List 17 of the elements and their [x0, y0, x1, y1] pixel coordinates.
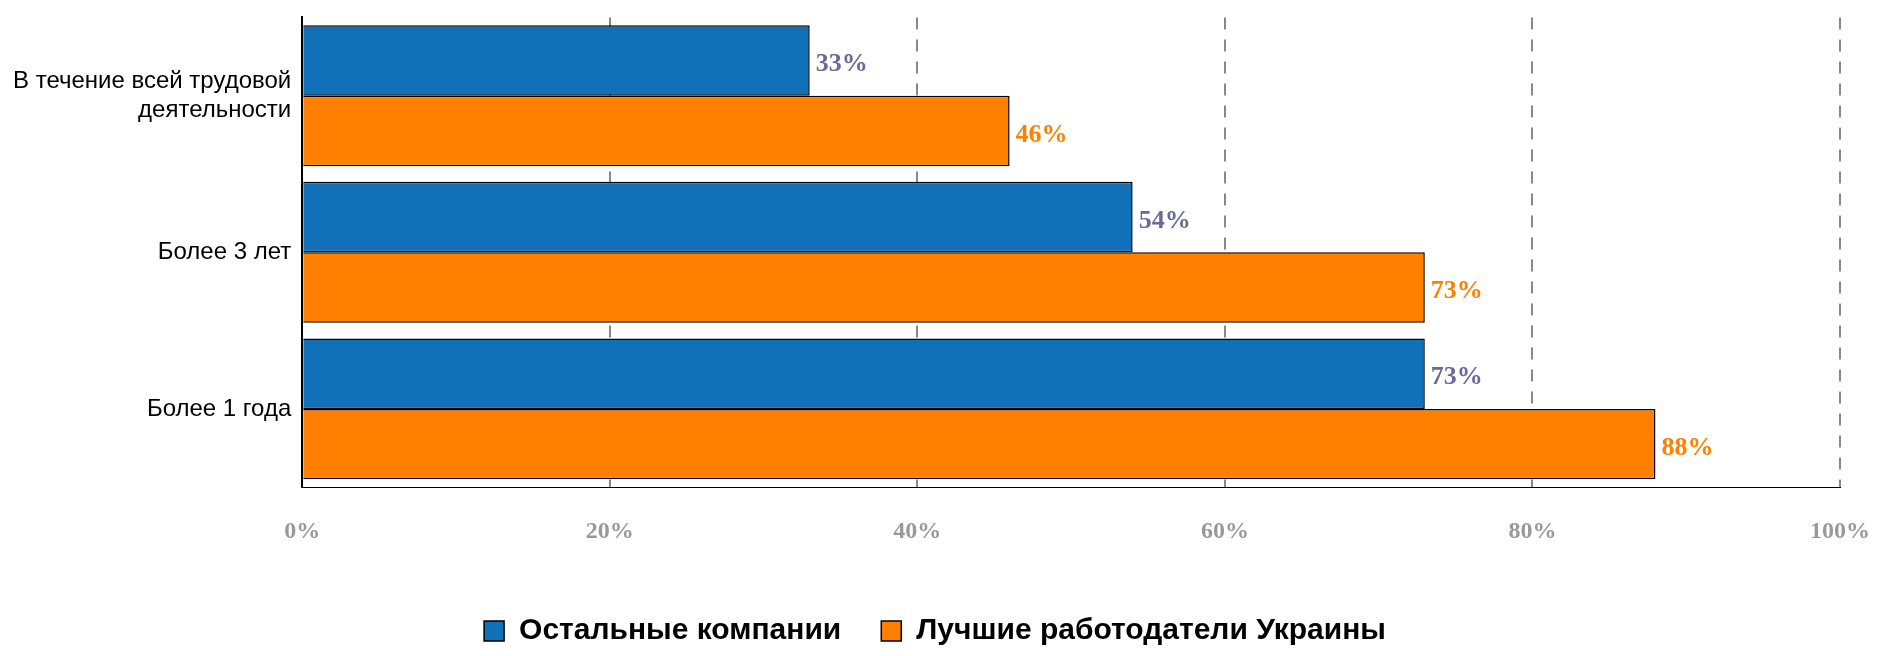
- data-label: 33%: [815, 48, 868, 78]
- data-label: 54%: [1138, 204, 1191, 234]
- data-label: 73%: [1430, 361, 1483, 391]
- data-label: 46%: [1015, 118, 1068, 148]
- legend-label: Остальные компании: [519, 612, 842, 646]
- x-tick-label: 40%: [893, 516, 942, 543]
- x-tick-label: 80%: [1508, 516, 1557, 543]
- y-tick-label: В течение всей трудовой деятельности: [12, 65, 292, 122]
- y-tick-label: Более 1 года: [146, 393, 292, 421]
- x-tick-label: 0%: [284, 516, 321, 543]
- data-label: 88%: [1661, 431, 1714, 461]
- data-label: 73%: [1430, 275, 1483, 305]
- x-tick-label: 60%: [1200, 516, 1249, 543]
- x-tick-label: 100%: [1810, 516, 1870, 543]
- x-tick-label: 20%: [585, 516, 634, 543]
- legend-label: Лучшие работодатели Украины: [916, 612, 1386, 646]
- y-tick-label: Более 3 лет: [157, 236, 292, 264]
